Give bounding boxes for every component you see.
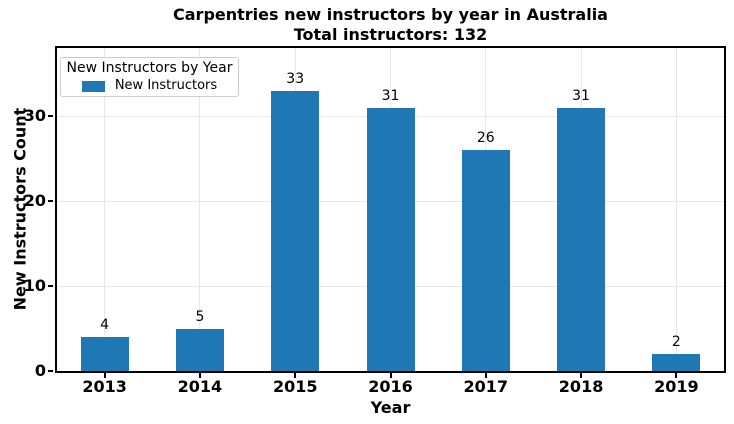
plot-inner: 4 5 33 31 26 31 2 [57, 48, 724, 371]
x-tick-label: 2018 [558, 377, 604, 396]
x-tick-mark [484, 373, 487, 378]
chart-title: Carpentries new instructors by year in A… [173, 5, 608, 24]
x-tick-label: 2015 [272, 377, 318, 396]
bar-value-label: 4 [100, 317, 110, 333]
y-tick-label: 20 [23, 191, 46, 210]
gridline-vertical [199, 48, 201, 371]
y-tick-mark [48, 370, 53, 372]
x-tick-mark [294, 373, 297, 378]
x-tick-label: 2019 [654, 377, 699, 396]
y-tick-mark [48, 200, 53, 202]
legend-entry-label: New Instructors [114, 78, 218, 93]
bar-value-label: 26 [476, 130, 495, 146]
bar-2019 [652, 354, 701, 371]
y-tick-mark [48, 115, 53, 117]
bar-value-label: 5 [195, 308, 205, 325]
y-tick-label: 10 [23, 276, 46, 295]
x-tick-label: 2014 [177, 377, 223, 396]
x-tick-mark [198, 373, 201, 378]
bar-value-label: 31 [381, 87, 400, 104]
x-tick-label: 2016 [368, 377, 413, 396]
chart-title-block: Carpentries new instructors by year in A… [55, 5, 726, 45]
y-tick-label: 0 [34, 361, 46, 380]
bar-value-label: 33 [286, 70, 305, 87]
y-tick-label: 30 [23, 106, 46, 125]
plot-area: 4 5 33 31 26 31 2 New Instructors by Year New … [55, 46, 726, 373]
x-tick-mark [389, 373, 392, 378]
bar-value-label: 31 [572, 87, 590, 104]
legend-row: New Instructors [61, 79, 238, 93]
x-tick-mark [675, 373, 678, 378]
bar-2014 [175, 328, 224, 371]
bar-2017 [461, 150, 510, 371]
legend-color-swatch-icon [81, 80, 105, 92]
y-tick-mark [48, 285, 53, 287]
x-tick-mark [103, 373, 106, 378]
x-tick-label: 2017 [463, 377, 509, 396]
bar-2018 [557, 107, 606, 371]
bar-value-label: 2 [671, 334, 681, 350]
x-axis-label: Year [370, 398, 411, 417]
legend-box: New Instructors by Year New Instructors [60, 57, 239, 97]
gridline-vertical [675, 48, 677, 371]
chart-subtitle: Total instructors: 132 [293, 25, 488, 44]
bar-2013 [80, 337, 129, 371]
bar-2015 [271, 90, 320, 371]
x-tick-label: 2013 [82, 377, 127, 396]
x-tick-mark [580, 373, 583, 378]
bar-2016 [366, 107, 415, 371]
legend-title: New Instructors by Year [66, 60, 233, 76]
gridline-vertical [104, 48, 106, 371]
